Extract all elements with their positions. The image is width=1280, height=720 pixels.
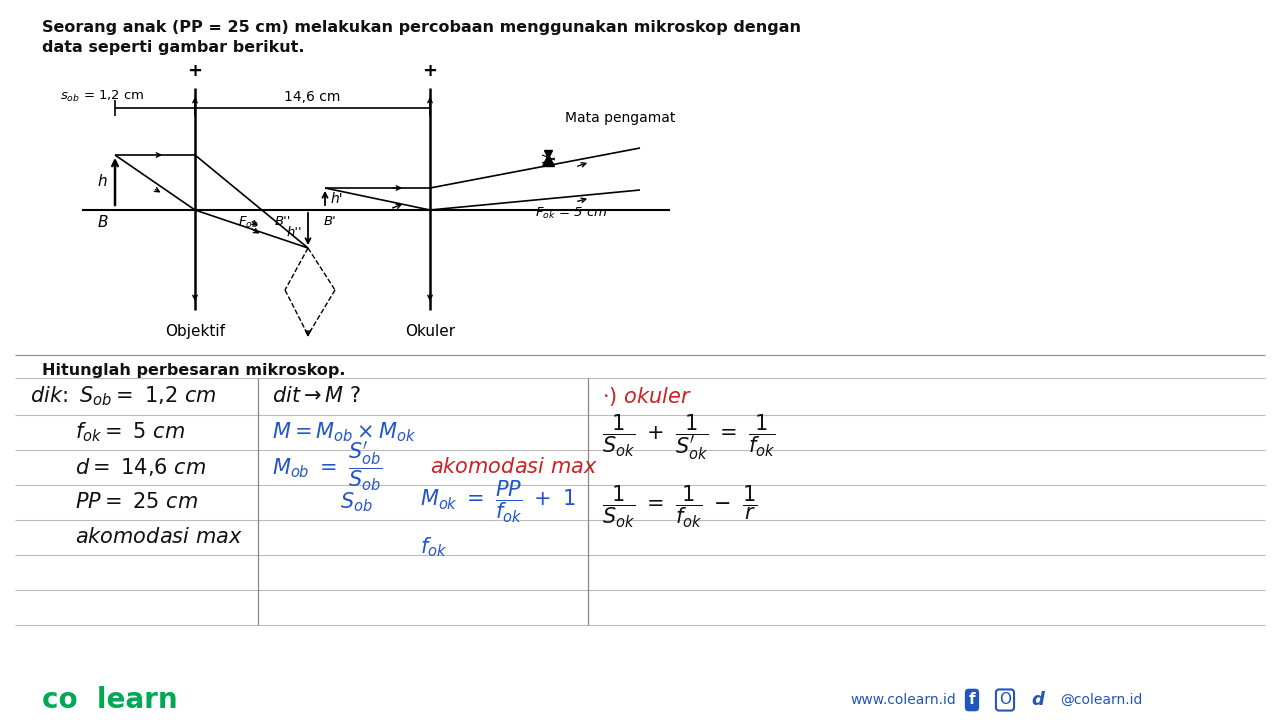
Text: d: d: [1032, 691, 1044, 709]
Text: O: O: [998, 693, 1011, 708]
Text: co  learn: co learn: [42, 686, 178, 714]
Text: $S_{ob}$: $S_{ob}$: [340, 490, 372, 514]
Text: B: B: [97, 215, 109, 230]
Text: $\cdot)\ okuler$: $\cdot)\ okuler$: [602, 384, 692, 408]
Text: $F_{ok}$ = 5 cm: $F_{ok}$ = 5 cm: [535, 205, 608, 220]
Text: $F_{ob}$: $F_{ob}$: [238, 215, 259, 230]
Text: $akomodasi\ max$: $akomodasi\ max$: [76, 527, 243, 547]
Text: f: f: [969, 693, 975, 708]
Text: www.colearn.id: www.colearn.id: [850, 693, 956, 707]
Text: h'': h'': [287, 227, 302, 240]
Text: 14,6 cm: 14,6 cm: [284, 90, 340, 104]
Text: +: +: [187, 62, 202, 80]
Text: $d=\ 14{,}6\ cm$: $d=\ 14{,}6\ cm$: [76, 456, 206, 478]
Text: $PP=\ 25\ cm$: $PP=\ 25\ cm$: [76, 492, 198, 512]
Text: $M_{ob}\ =\ \dfrac{S_{ob}^{\prime}}{S_{ob}}$: $M_{ob}\ =\ \dfrac{S_{ob}^{\prime}}{S_{o…: [273, 440, 381, 494]
Text: @colearn.id: @colearn.id: [1060, 693, 1142, 707]
Text: $dik\!:\ S_{ob}=\ 1{,}2\ cm$: $dik\!:\ S_{ob}=\ 1{,}2\ cm$: [29, 384, 216, 408]
Text: $s_{ob}$ = 1,2 cm: $s_{ob}$ = 1,2 cm: [60, 89, 145, 104]
Text: +: +: [422, 62, 438, 80]
Text: $\dfrac{1}{S_{ok}}\ +\ \dfrac{1}{S_{ok}^{\prime}}\ =\ \dfrac{1}{f_{ok}}$: $\dfrac{1}{S_{ok}}\ +\ \dfrac{1}{S_{ok}^…: [602, 413, 776, 462]
Text: Okuler: Okuler: [404, 324, 456, 339]
Text: data seperti gambar berikut.: data seperti gambar berikut.: [42, 40, 305, 55]
Text: h: h: [97, 174, 108, 189]
Text: $M_{ok}\ =\ \dfrac{PP}{f_{ok}}\ +\ 1$: $M_{ok}\ =\ \dfrac{PP}{f_{ok}}\ +\ 1$: [420, 479, 576, 525]
Text: $dit \rightarrow M\ ?$: $dit \rightarrow M\ ?$: [273, 386, 361, 406]
Text: h': h': [332, 192, 343, 206]
Text: Objektif: Objektif: [165, 324, 225, 339]
Text: $f_{ok}$: $f_{ok}$: [420, 535, 447, 559]
Text: $f_{ok}=\ 5\ cm$: $f_{ok}=\ 5\ cm$: [76, 420, 186, 444]
Text: B': B': [324, 215, 337, 228]
Text: $\dfrac{1}{S_{ok}}\ =\ \dfrac{1}{f_{ok}}\ -\ \dfrac{1}{r}$: $\dfrac{1}{S_{ok}}\ =\ \dfrac{1}{f_{ok}}…: [602, 484, 758, 530]
Text: $akomodasi\ max$: $akomodasi\ max$: [430, 457, 598, 477]
Text: Mata pengamat: Mata pengamat: [564, 111, 676, 125]
Text: B'': B'': [275, 215, 291, 228]
Text: $M = M_{ob} \times M_{ok}$: $M = M_{ob} \times M_{ok}$: [273, 420, 416, 444]
Text: Hitunglah perbesaran mikroskop.: Hitunglah perbesaran mikroskop.: [42, 363, 346, 378]
Text: Seorang anak (PP = 25 cm) melakukan percobaan menggunakan mikroskop dengan: Seorang anak (PP = 25 cm) melakukan perc…: [42, 20, 801, 35]
